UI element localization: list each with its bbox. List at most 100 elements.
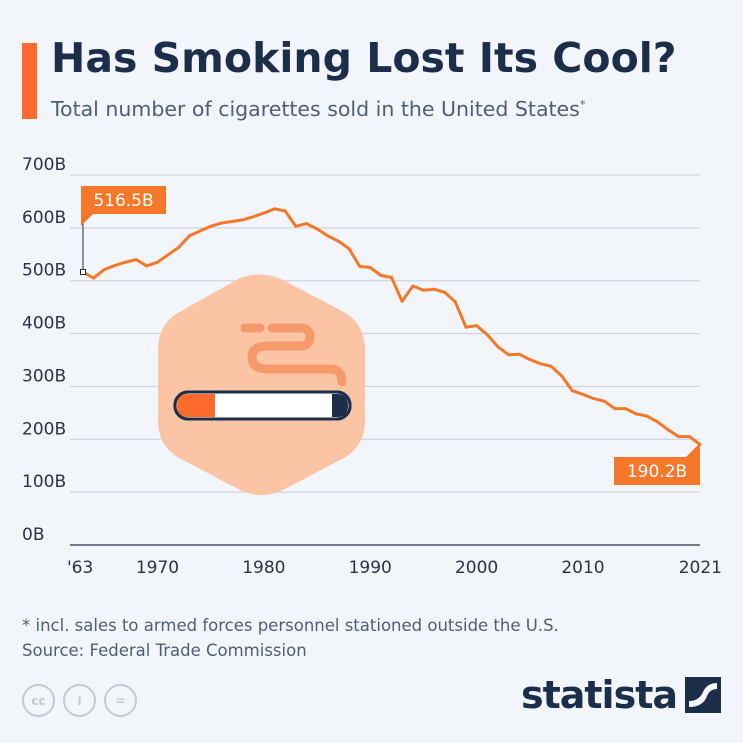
source-note: Source: Federal Trade Commission <box>22 641 307 660</box>
data-point <box>666 428 670 432</box>
cc-icon: cc <box>22 684 55 717</box>
x-axis-labels: '63 1970 1980 1990 2000 2010 2021 <box>67 558 722 578</box>
data-point <box>134 258 138 261</box>
x-tick-label: 1970 <box>136 558 179 578</box>
data-point <box>688 435 691 438</box>
data-point <box>273 207 276 211</box>
data-point <box>677 435 681 438</box>
x-tick-label: '63 <box>67 558 93 578</box>
data-point <box>422 288 425 292</box>
illustration-hexagon <box>158 274 365 495</box>
cigarette-filter <box>177 394 215 417</box>
data-point <box>294 224 298 228</box>
cigarette-outline <box>173 390 352 421</box>
data-point <box>613 407 617 410</box>
data-point <box>92 276 95 280</box>
license-icons: cc i = <box>22 684 137 720</box>
data-point <box>592 397 595 400</box>
data-point <box>411 284 415 288</box>
x-tick-label: 2021 <box>679 558 722 578</box>
data-point <box>570 389 574 393</box>
brand-name: statista <box>520 673 678 717</box>
y-axis-labels: 0B 100B 200B 300B 400B 500B 600B 700B <box>22 155 66 545</box>
nd-equals-icon: = <box>104 684 137 717</box>
data-point <box>251 215 255 219</box>
y-tick-label: 200B <box>22 419 66 439</box>
chart-title: Has Smoking Lost Its Cool? <box>51 34 677 82</box>
y-tick-label: 500B <box>22 261 66 281</box>
data-point <box>368 266 372 269</box>
title-accent-bar <box>22 43 37 119</box>
data-point <box>326 234 330 238</box>
data-point <box>262 211 266 215</box>
data-point <box>634 412 638 416</box>
data-point <box>645 414 649 418</box>
data-point <box>336 239 340 243</box>
cigarette-tip <box>332 394 348 417</box>
x-tick-label: 1980 <box>242 558 285 578</box>
data-point <box>209 224 213 228</box>
data-point <box>496 345 500 349</box>
data-point <box>602 399 606 403</box>
y-tick-label: 0B <box>22 525 44 545</box>
data-point <box>549 364 553 368</box>
callouts: 516.5B 190.2B <box>80 186 700 485</box>
series-group <box>81 207 702 446</box>
data-point <box>156 260 159 264</box>
data-point <box>145 264 149 268</box>
smoke-icon <box>240 323 347 387</box>
data-point <box>347 247 351 250</box>
data-point <box>560 374 564 378</box>
subtitle-text: Total number of cigarettes sold in the U… <box>51 97 580 121</box>
callout-marker <box>80 268 86 275</box>
data-point <box>507 353 510 357</box>
data-point <box>113 264 117 267</box>
data-point <box>624 407 627 410</box>
callout-box-end <box>614 443 700 485</box>
data-point <box>358 265 361 268</box>
data-point <box>517 352 521 356</box>
data-point <box>124 260 127 264</box>
data-point <box>305 222 308 226</box>
data-point <box>443 290 447 294</box>
data-point <box>485 333 489 336</box>
chart-subtitle: Total number of cigarettes sold in the U… <box>51 97 585 121</box>
y-tick-label: 300B <box>22 366 66 386</box>
y-tick-label: 100B <box>22 472 66 492</box>
y-tick-label: 600B <box>22 208 66 228</box>
line-chart: 0B 100B 200B 300B 400B 500B 600B 700B '63 1970 19… <box>22 155 722 578</box>
callout-label-start: 516.5B <box>93 191 153 211</box>
data-point <box>241 218 245 222</box>
by-attribution-icon: i <box>63 684 96 717</box>
data-point <box>177 246 181 249</box>
y-tick-label: 400B <box>22 314 66 334</box>
data-point <box>528 358 532 361</box>
data-point <box>656 420 659 424</box>
data-point <box>379 274 383 277</box>
x-tick-label: 2010 <box>561 558 604 578</box>
data-point <box>166 253 170 257</box>
footnote: * incl. sales to armed forces personnel … <box>22 616 559 635</box>
data-point <box>432 287 436 291</box>
data-point <box>464 325 468 329</box>
x-tick-label: 1990 <box>349 558 392 578</box>
data-point <box>453 300 457 304</box>
data-point <box>188 234 191 238</box>
callout-label-end: 190.2B <box>627 462 687 482</box>
statista-logo: statista <box>521 676 721 714</box>
cigarette-illustration <box>158 274 365 495</box>
data-point <box>475 324 478 327</box>
data-point <box>219 221 223 225</box>
statista-mark-icon <box>685 677 721 713</box>
y-tick-label: 700B <box>22 155 66 175</box>
data-point <box>390 276 393 279</box>
data-point <box>400 299 404 303</box>
data-point <box>539 362 542 366</box>
callout-box-start <box>81 186 166 226</box>
data-point <box>198 229 202 233</box>
data-point <box>283 209 287 213</box>
subtitle-asterisk: * <box>579 98 586 112</box>
x-tick-label: 2000 <box>455 558 498 578</box>
data-point <box>315 227 319 231</box>
data-point <box>102 268 106 271</box>
